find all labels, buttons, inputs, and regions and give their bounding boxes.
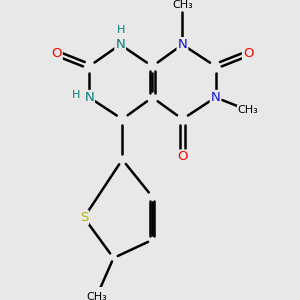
Text: O: O bbox=[177, 151, 188, 164]
Text: N: N bbox=[84, 91, 94, 104]
Text: N: N bbox=[178, 38, 187, 51]
Text: H: H bbox=[72, 90, 80, 100]
Text: CH₃: CH₃ bbox=[238, 105, 259, 116]
Text: O: O bbox=[51, 47, 62, 60]
Text: N: N bbox=[211, 91, 220, 104]
Text: N: N bbox=[116, 38, 125, 51]
Text: H: H bbox=[117, 26, 125, 35]
Text: CH₃: CH₃ bbox=[86, 292, 107, 300]
Text: O: O bbox=[243, 47, 254, 60]
Text: CH₃: CH₃ bbox=[172, 0, 193, 10]
Text: S: S bbox=[80, 211, 88, 224]
